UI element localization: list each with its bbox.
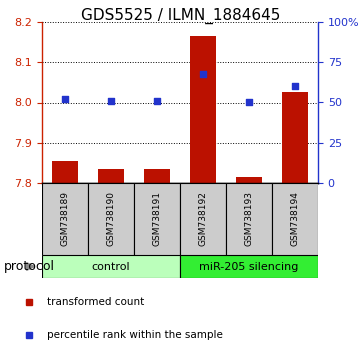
Bar (236, 177, 262, 183)
Text: percentile rank within the sample: percentile rank within the sample (47, 330, 223, 340)
Bar (180, 255, 318, 278)
Bar (144, 169, 170, 183)
Text: GSM738189: GSM738189 (61, 192, 70, 246)
Text: miR-205 silencing: miR-205 silencing (199, 262, 299, 272)
Point (246, 100, 252, 105)
Text: protocol: protocol (4, 260, 55, 273)
Point (292, 84, 298, 89)
Bar (98, 169, 124, 183)
Bar (282, 92, 308, 183)
Bar (226, 183, 272, 255)
Bar (88, 183, 134, 255)
Text: control: control (92, 262, 130, 272)
Text: GSM738193: GSM738193 (244, 192, 253, 246)
Point (62, 96, 68, 102)
Text: transformed count: transformed count (47, 297, 144, 307)
Point (154, 98, 160, 104)
Text: GSM738192: GSM738192 (199, 192, 208, 246)
Bar (180, 183, 226, 255)
Text: GSM738191: GSM738191 (152, 192, 161, 246)
Bar (42, 183, 88, 255)
Point (108, 98, 114, 104)
Point (200, 71, 206, 76)
Bar (190, 36, 216, 183)
Bar (134, 183, 180, 255)
Bar (42, 255, 180, 278)
Text: GSM738194: GSM738194 (291, 192, 300, 246)
Bar (52, 161, 78, 183)
Text: GDS5525 / ILMN_1884645: GDS5525 / ILMN_1884645 (81, 8, 280, 24)
Bar (272, 183, 318, 255)
Text: GSM738190: GSM738190 (106, 192, 116, 246)
